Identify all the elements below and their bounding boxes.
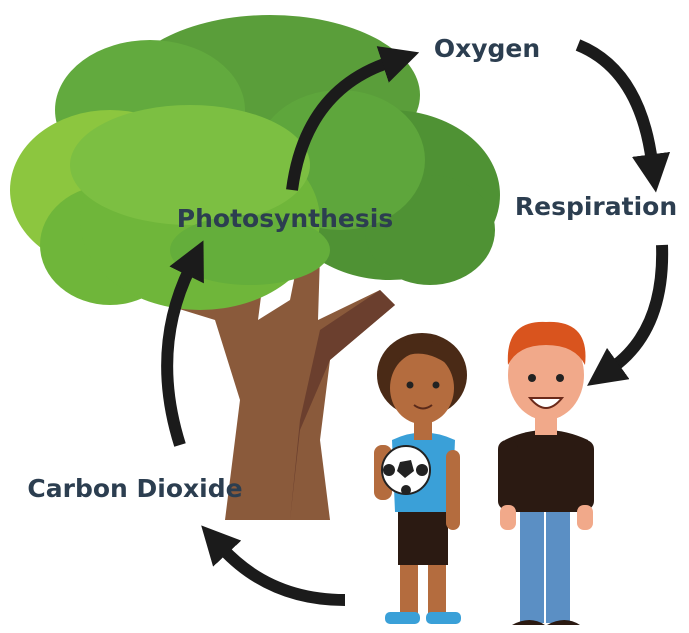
label-carbon-dioxide: Carbon Dioxide [27,474,242,503]
arrow [222,548,345,600]
person-boy [498,322,594,625]
person-girl [374,333,467,624]
arrow [612,245,662,368]
label-oxygen: Oxygen [434,34,540,63]
arrow [578,45,652,162]
cycle-diagram: Oxygen Respiration Photosynthesis Carbon… [0,0,689,633]
label-photosynthesis: Photosynthesis [177,204,393,233]
label-respiration: Respiration [515,192,677,221]
